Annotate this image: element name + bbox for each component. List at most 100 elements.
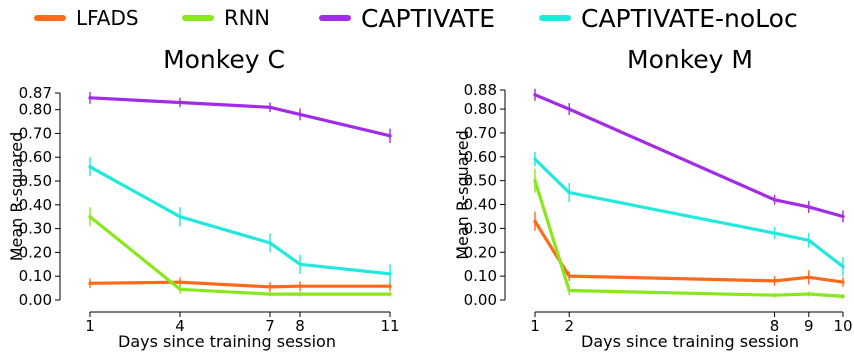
legend-swatch-captivate <box>319 15 351 21</box>
data-point-lfads <box>567 274 571 278</box>
legend-label-captivate-noloc: CAPTIVATE-noLoc <box>581 3 798 33</box>
y-tick-label: 0.20 <box>464 243 497 261</box>
x-axis-label: Days since training session <box>581 332 799 351</box>
y-tick-label: 0.87 <box>19 84 52 102</box>
data-point-rnn <box>841 294 845 299</box>
data-point-captivate-noloc <box>388 272 392 276</box>
legend-item-captivate: CAPTIVATE <box>319 0 495 36</box>
data-point-rnn <box>567 288 571 293</box>
y-tick-label: 0.00 <box>19 291 52 309</box>
data-point-captivate-noloc <box>533 157 537 161</box>
y-tick-label: 0.70 <box>464 124 497 142</box>
series-line-captivate <box>88 96 392 138</box>
data-point-lfads <box>533 219 537 223</box>
y-tick-label: 0.50 <box>19 172 52 190</box>
y-tick-label: 0.80 <box>19 101 52 119</box>
data-point-captivate <box>388 134 392 138</box>
data-point-rnn <box>178 287 182 291</box>
data-point-captivate <box>807 205 811 209</box>
chart-legend: LFADS RNN CAPTIVATE CAPTIVATE-noLoc <box>0 0 854 36</box>
chart-monkey-m: Monkey M 0.00 0.10 0.20 0.30 0.40 0.50 0.60 0.70… <box>453 45 853 351</box>
data-point-captivate <box>88 96 92 100</box>
data-point-captivate <box>178 100 182 105</box>
y-tick-label: 0.40 <box>464 196 497 214</box>
data-point-rnn <box>807 292 811 296</box>
data-point-captivate <box>533 93 537 97</box>
chart-title: Monkey M <box>627 45 753 74</box>
x-tick-label: 8 <box>770 317 780 335</box>
y-tick-label: 0.30 <box>464 219 497 237</box>
data-point-lfads <box>88 281 92 285</box>
data-point-captivate-noloc <box>298 262 302 266</box>
x-tick-label: 4 <box>175 317 185 335</box>
x-tick-label: 1 <box>85 317 95 335</box>
series-captivate-noloc <box>533 152 845 277</box>
x-tick-label: 10 <box>833 317 852 335</box>
series-captivate <box>88 91 392 143</box>
series-line-lfads <box>533 219 845 284</box>
legend-item-lfads: LFADS <box>34 0 139 36</box>
data-point-captivate <box>841 214 845 219</box>
x-tick-label: 11 <box>380 317 399 335</box>
data-point-captivate-noloc <box>772 231 777 235</box>
data-point-lfads <box>178 280 182 284</box>
data-point-captivate <box>298 112 302 117</box>
y-tick-label: 0.88 <box>464 81 497 99</box>
data-point-lfads <box>268 285 272 289</box>
series-rnn <box>533 168 845 299</box>
data-point-lfads <box>388 284 392 288</box>
x-tick-label: 2 <box>564 317 574 335</box>
data-point-rnn <box>772 293 777 297</box>
data-point-lfads <box>807 275 811 279</box>
y-tick-label: 0.10 <box>464 267 497 285</box>
series-line-captivate-noloc <box>88 165 392 276</box>
y-tick-label: 0.00 <box>464 291 497 309</box>
y-tick-label: 0.70 <box>19 124 52 142</box>
y-tick-label: 0.30 <box>19 220 52 238</box>
series-line-lfads <box>88 280 392 289</box>
series-line-captivate <box>533 93 845 219</box>
data-point-captivate-noloc <box>268 241 272 245</box>
x-tick-label: 8 <box>295 317 305 335</box>
y-axis-label: Mean R-squared <box>7 132 26 262</box>
y-tick-label: 0.20 <box>19 243 52 261</box>
y-tick-label: 0.10 <box>19 267 52 285</box>
y-tick-label: 0.50 <box>464 172 497 190</box>
y-tick-label: 0.60 <box>464 148 497 166</box>
legend-label-rnn: RNN <box>224 6 271 30</box>
series-lfads <box>533 211 845 287</box>
data-point-captivate-noloc <box>88 165 92 169</box>
y-axis-label: Mean R-squared <box>453 130 472 260</box>
data-point-rnn <box>388 292 392 296</box>
x-tick-label: 1 <box>530 317 540 335</box>
data-point-rnn <box>268 292 272 296</box>
x-tick-label: 9 <box>804 317 814 335</box>
data-point-lfads <box>841 280 845 284</box>
data-point-captivate <box>567 107 571 111</box>
chart-title: Monkey C <box>163 45 285 74</box>
data-point-captivate <box>772 198 777 202</box>
legend-item-captivate-noloc: CAPTIVATE-noLoc <box>539 0 798 36</box>
data-point-captivate-noloc <box>807 238 811 242</box>
data-point-captivate-noloc <box>178 215 182 219</box>
data-point-lfads <box>772 279 777 283</box>
series-rnn <box>88 207 392 297</box>
x-axis-label: Days since training session <box>118 332 336 351</box>
legend-label-lfads: LFADS <box>76 6 139 30</box>
x-tick-label: 7 <box>265 317 275 335</box>
data-point-rnn <box>533 179 537 183</box>
data-point-rnn <box>298 292 302 296</box>
legend-swatch-captivate-noloc <box>539 15 571 21</box>
data-point-rnn <box>88 215 92 219</box>
series-line-captivate-noloc <box>533 157 845 269</box>
legend-item-rnn: RNN <box>182 0 270 36</box>
legend-label-captivate: CAPTIVATE <box>361 3 496 33</box>
data-point-lfads <box>298 284 302 288</box>
y-tick-label: 0.60 <box>19 148 52 166</box>
legend-swatch-rnn <box>182 15 214 21</box>
y-tick-label: 0.40 <box>19 196 52 214</box>
data-point-captivate-noloc <box>567 191 571 195</box>
data-point-captivate <box>268 105 272 109</box>
chart-monkey-c: Monkey C 0.00 0.10 0.20 0.30 0.40 0.50 0.60 0.70… <box>7 45 400 351</box>
